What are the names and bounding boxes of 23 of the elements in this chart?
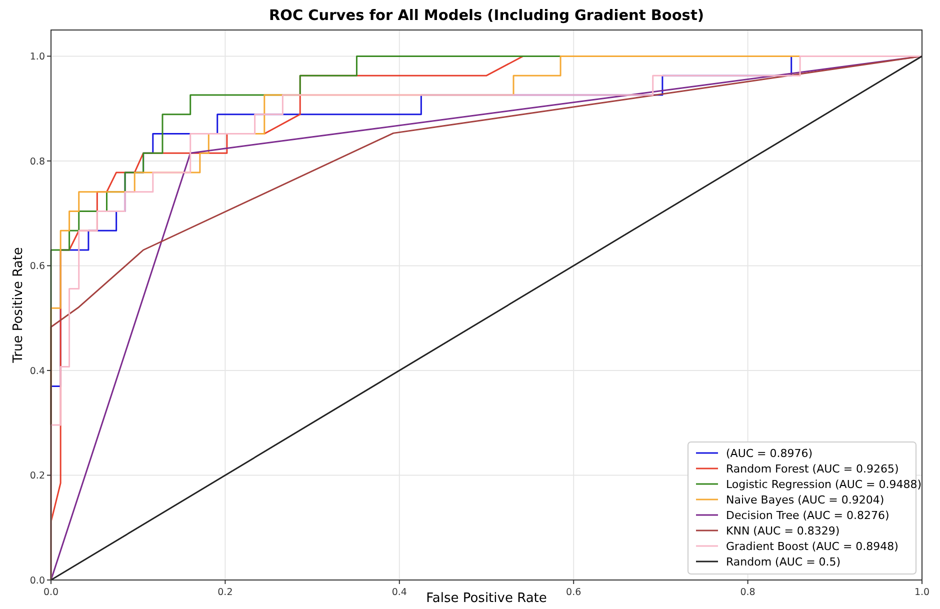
- x-tick-label: 0.4: [392, 587, 407, 598]
- x-tick-label: 0.8: [740, 587, 756, 598]
- y-tick-label: 0.6: [30, 261, 45, 272]
- y-tick-label: 1.0: [30, 52, 45, 63]
- legend-label: Decision Tree (AUC = 0.8276): [726, 509, 890, 522]
- legend-label: (AUC = 0.8976): [726, 447, 813, 460]
- y-tick-label: 0.4: [30, 366, 45, 377]
- x-tick-label: 0.2: [218, 587, 233, 598]
- chart-title: ROC Curves for All Models (Including Gradient Boost): [268, 8, 704, 24]
- legend-label: Random Forest (AUC = 0.9265): [726, 462, 899, 476]
- x-tick-label: 1.0: [914, 587, 930, 598]
- y-tick-label: 0.8: [30, 156, 45, 168]
- y-axis-title: True Positive Rate: [11, 247, 26, 364]
- legend-label: KNN (AUC = 0.8329): [726, 524, 840, 538]
- y-tick-label: 0.0: [30, 576, 45, 586]
- legend-label: Random (AUC = 0.5): [726, 556, 841, 568]
- legend-label: Naive Bayes (AUC = 0.9204): [726, 494, 884, 506]
- x-tick-label: 0.0: [43, 587, 59, 598]
- legend-label: Gradient Boost (AUC = 0.8948): [726, 540, 898, 553]
- x-tick-label: 0.6: [566, 587, 582, 598]
- y-tick-label: 0.2: [30, 470, 45, 482]
- legend-label: Logistic Regression (AUC = 0.9488): [726, 478, 922, 491]
- x-axis-title: False Positive Rate: [426, 591, 547, 606]
